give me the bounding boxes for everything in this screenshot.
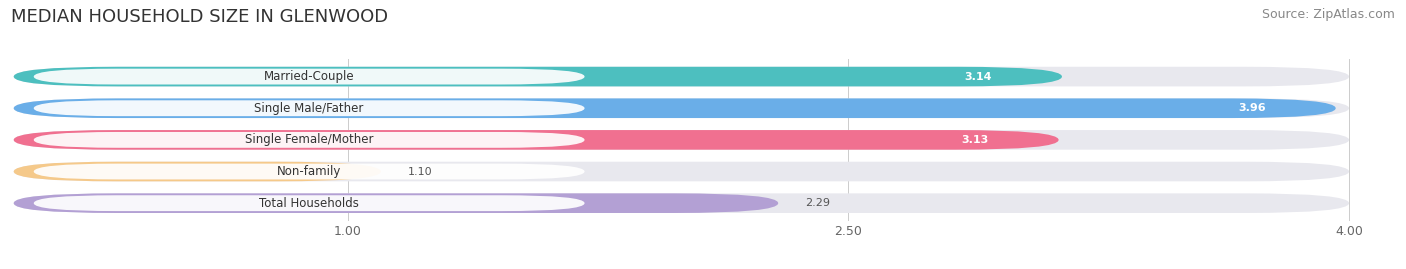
Text: Source: ZipAtlas.com: Source: ZipAtlas.com [1261,8,1395,21]
FancyBboxPatch shape [908,69,1049,84]
FancyBboxPatch shape [14,162,381,181]
FancyBboxPatch shape [14,98,1336,118]
FancyBboxPatch shape [14,193,778,213]
Text: Married-Couple: Married-Couple [264,70,354,83]
FancyBboxPatch shape [14,130,1059,150]
Text: Single Female/Mother: Single Female/Mother [245,133,374,146]
FancyBboxPatch shape [34,164,585,179]
FancyBboxPatch shape [14,193,1350,213]
Text: Total Households: Total Households [259,197,359,210]
FancyBboxPatch shape [34,132,585,148]
FancyBboxPatch shape [14,67,1062,86]
FancyBboxPatch shape [34,195,585,211]
Text: 3.96: 3.96 [1239,103,1265,113]
FancyBboxPatch shape [34,100,585,116]
Text: Non-family: Non-family [277,165,342,178]
Text: Single Male/Father: Single Male/Father [254,102,364,115]
FancyBboxPatch shape [1182,100,1323,116]
FancyBboxPatch shape [14,98,1350,118]
FancyBboxPatch shape [14,162,1350,181]
Text: 1.10: 1.10 [408,167,432,176]
FancyBboxPatch shape [905,132,1045,148]
Text: 2.29: 2.29 [804,198,830,208]
Text: 3.13: 3.13 [962,135,988,145]
FancyBboxPatch shape [34,69,585,84]
Text: 3.14: 3.14 [965,72,993,82]
FancyBboxPatch shape [14,130,1350,150]
FancyBboxPatch shape [14,67,1350,86]
Text: MEDIAN HOUSEHOLD SIZE IN GLENWOOD: MEDIAN HOUSEHOLD SIZE IN GLENWOOD [11,8,388,26]
